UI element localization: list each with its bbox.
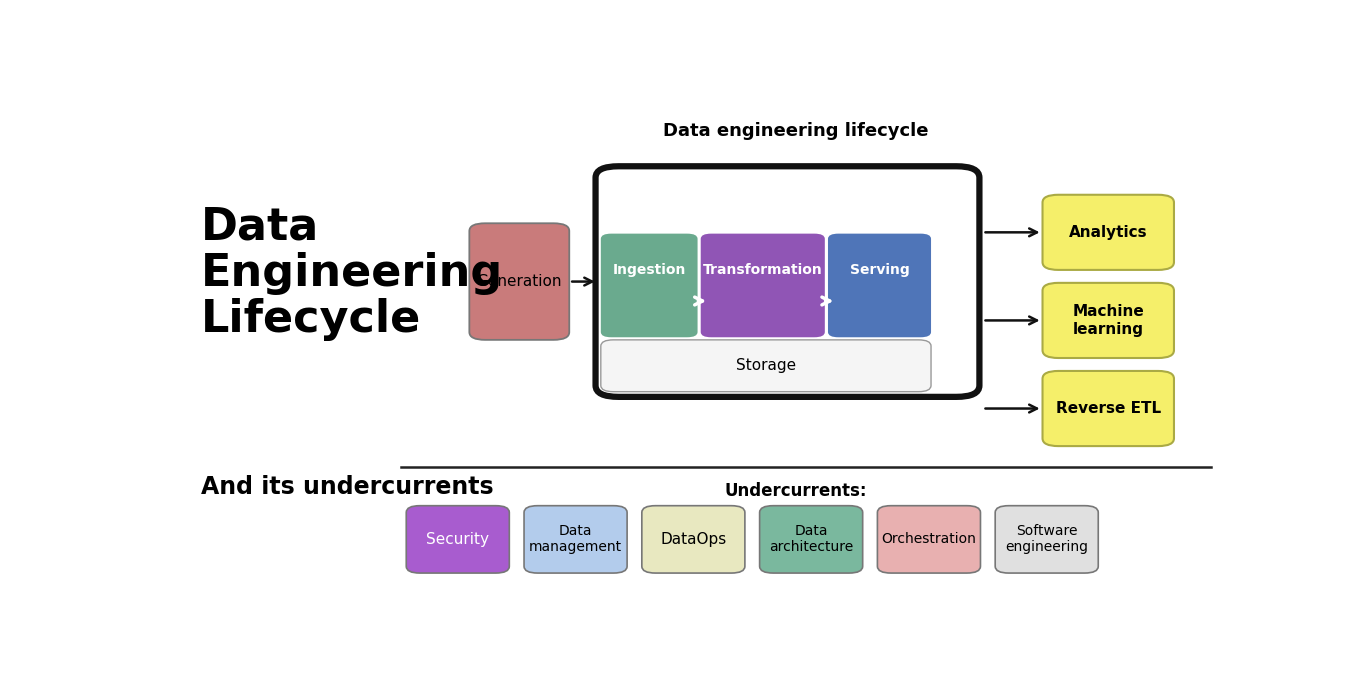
FancyBboxPatch shape	[406, 505, 509, 573]
FancyBboxPatch shape	[828, 234, 931, 337]
FancyBboxPatch shape	[524, 505, 627, 573]
Text: Data
management: Data management	[529, 524, 622, 555]
Text: Undercurrents:: Undercurrents:	[725, 483, 867, 500]
FancyBboxPatch shape	[760, 505, 863, 573]
FancyBboxPatch shape	[601, 234, 697, 337]
FancyBboxPatch shape	[700, 234, 825, 337]
Text: Ingestion: Ingestion	[612, 263, 685, 277]
Text: Storage: Storage	[735, 358, 797, 374]
FancyBboxPatch shape	[642, 505, 745, 573]
Text: Serving: Serving	[849, 263, 909, 277]
Text: DataOps: DataOps	[661, 532, 726, 547]
Text: Data engineering lifecycle: Data engineering lifecycle	[662, 122, 928, 140]
Text: Reverse ETL: Reverse ETL	[1056, 401, 1160, 416]
FancyBboxPatch shape	[995, 505, 1098, 573]
Text: Machine
learning: Machine learning	[1072, 304, 1144, 336]
FancyBboxPatch shape	[470, 223, 570, 340]
FancyBboxPatch shape	[601, 340, 931, 392]
FancyBboxPatch shape	[878, 505, 981, 573]
Text: Security: Security	[426, 532, 490, 547]
Text: And its undercurrents: And its undercurrents	[201, 474, 494, 499]
FancyBboxPatch shape	[1042, 371, 1174, 446]
Text: Generation: Generation	[476, 274, 562, 289]
Text: Data
architecture: Data architecture	[769, 524, 854, 555]
Text: Analytics: Analytics	[1069, 225, 1148, 240]
FancyBboxPatch shape	[596, 166, 980, 397]
Text: Transformation: Transformation	[703, 263, 822, 277]
Text: Data
Engineering
Lifecycle: Data Engineering Lifecycle	[201, 205, 503, 341]
Text: Orchestration: Orchestration	[882, 532, 977, 546]
FancyBboxPatch shape	[1042, 283, 1174, 358]
Text: Software
engineering: Software engineering	[1006, 524, 1088, 555]
FancyBboxPatch shape	[1042, 194, 1174, 270]
